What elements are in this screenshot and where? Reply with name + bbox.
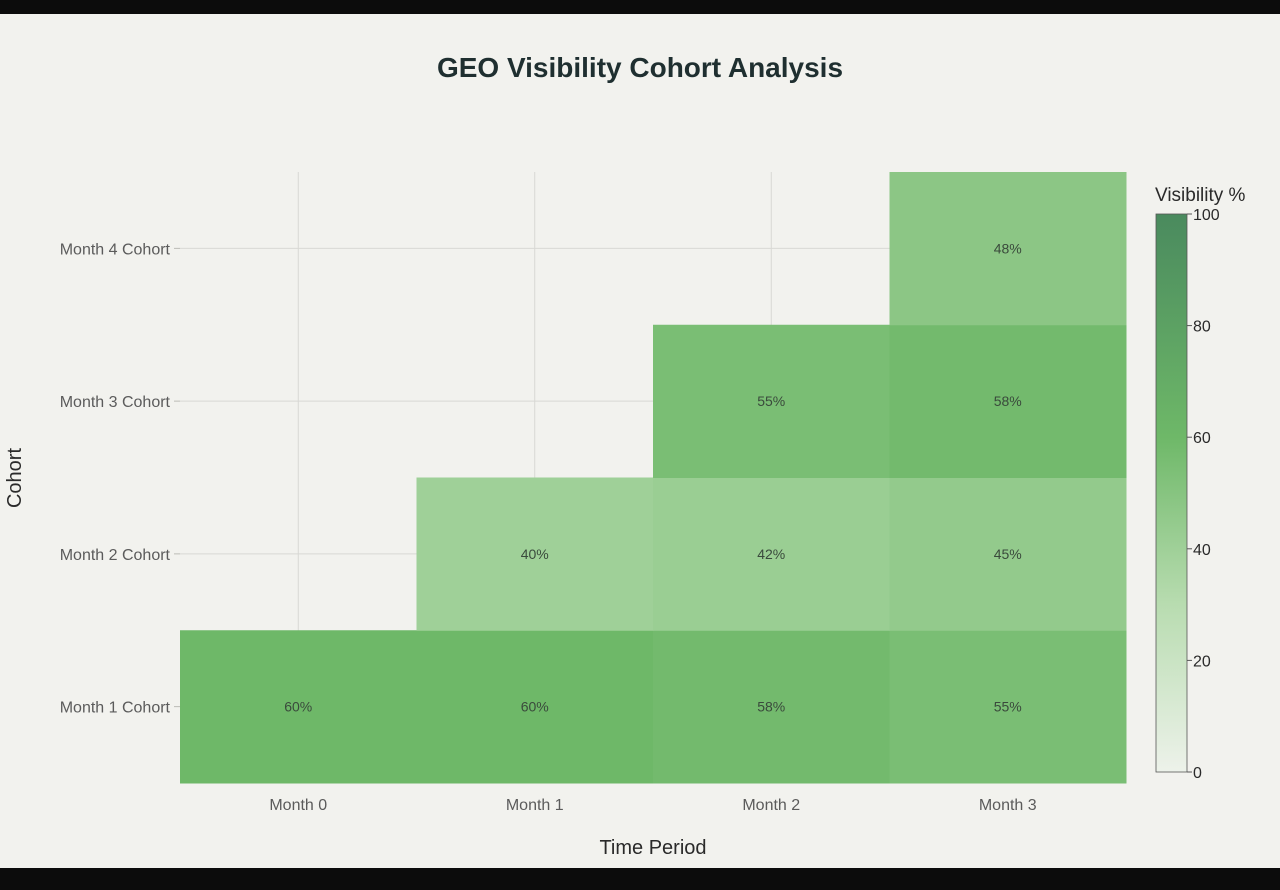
colorbar: Visibility % 0 20 40 60 80 100: [1155, 185, 1246, 782]
x-tick-label: Month 1: [506, 797, 564, 814]
colorbar-tick-label: 20: [1193, 653, 1211, 670]
colorbar-tick-label: 100: [1193, 207, 1220, 224]
x-axis-title: Time Period: [599, 837, 706, 859]
colorbar-tick-label: 0: [1193, 765, 1202, 782]
cell-value-label: 48%: [994, 240, 1022, 256]
cell-value-label: 58%: [994, 393, 1022, 409]
heatmap-cell: [416, 630, 654, 784]
cell-value-label: 40%: [521, 546, 549, 562]
heatmap-cell: [653, 477, 890, 631]
y-tick-label: Month 3 Cohort: [60, 394, 171, 411]
colorbar-gradient: [1155, 213, 1188, 773]
cell-value-label: 42%: [757, 546, 785, 562]
heatmap-cell: [180, 630, 417, 784]
heatmap-cell: [889, 630, 1127, 784]
heatmap-cells: [180, 172, 1127, 784]
colorbar-tick-label: 80: [1193, 319, 1211, 336]
cell-value-label: 60%: [521, 699, 549, 715]
x-tick-label: Month 2: [742, 797, 800, 814]
x-tick-label: Month 0: [269, 797, 327, 814]
chart-title: GEO Visibility Cohort Analysis: [437, 52, 843, 83]
y-axis-ticks: Month 1 Cohort Month 2 Cohort Month 3 Coho…: [60, 241, 180, 717]
y-tick-label: Month 2 Cohort: [60, 547, 171, 564]
heatmap-cell: [889, 172, 1127, 326]
heatmap-cell: [653, 630, 890, 784]
chart-frame: GEO Visibility Cohort Analysis 60% 60% 58%…: [0, 14, 1280, 868]
heatmap-cell: [889, 477, 1127, 631]
y-tick-label: Month 1 Cohort: [60, 700, 171, 717]
heatmap-cell: [653, 324, 890, 478]
cell-value-label: 60%: [284, 699, 312, 715]
cell-value-label: 58%: [757, 699, 785, 715]
y-tick-label: Month 4 Cohort: [60, 241, 171, 258]
x-axis-ticks: Month 0 Month 1 Month 2 Month 3: [269, 797, 1036, 814]
colorbar-ticks: 0 20 40 60 80 100: [1187, 207, 1220, 782]
x-tick-label: Month 3: [979, 797, 1037, 814]
cell-value-label: 55%: [757, 393, 785, 409]
cell-value-label: 45%: [994, 546, 1022, 562]
cell-labels: 60% 60% 58% 55% 40% 42% 45% 55% 58% 48%: [284, 240, 1022, 714]
colorbar-title: Visibility %: [1155, 185, 1246, 206]
heatmap-chart: GEO Visibility Cohort Analysis 60% 60% 58%…: [4, 52, 1246, 859]
colorbar-tick-label: 40: [1193, 542, 1211, 559]
colorbar-tick-label: 60: [1193, 430, 1211, 447]
heatmap-cell: [416, 477, 654, 631]
heatmap-cell: [889, 324, 1127, 478]
cell-value-label: 55%: [994, 699, 1022, 715]
y-axis-title: Cohort: [4, 448, 26, 508]
